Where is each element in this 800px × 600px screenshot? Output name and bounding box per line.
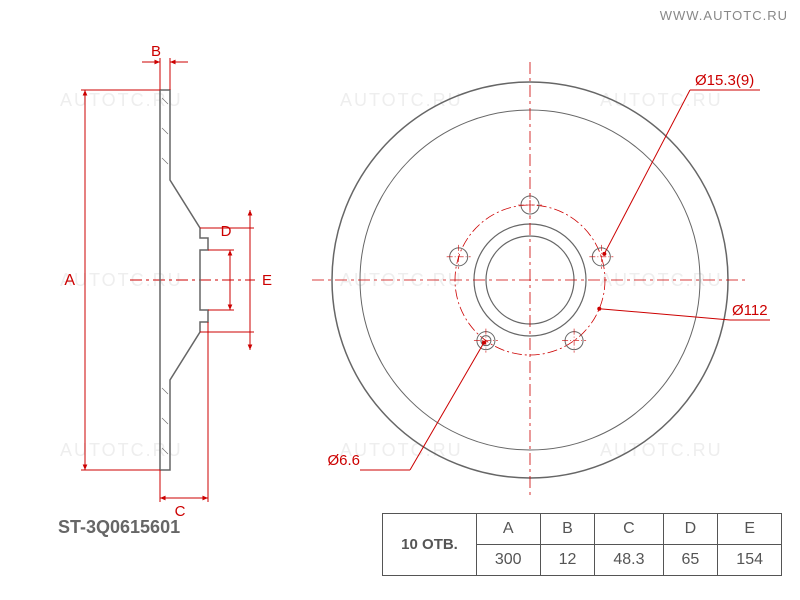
val-d: 65 bbox=[663, 545, 718, 576]
svg-text:A: A bbox=[64, 272, 75, 289]
val-b: 12 bbox=[540, 545, 595, 576]
col-e: E bbox=[718, 514, 782, 545]
part-number: ST-3Q0615601 bbox=[58, 517, 180, 538]
technical-drawing: ABCDE Ø15.3(9)Ø112Ø6.6 bbox=[0, 0, 800, 600]
table-header-row: 10 ОТВ. A B C D E bbox=[383, 514, 782, 545]
col-d: D bbox=[663, 514, 718, 545]
val-e: 154 bbox=[718, 545, 782, 576]
svg-text:E: E bbox=[262, 272, 272, 289]
spec-table: 10 ОТВ. A B C D E 300 12 48.3 65 154 bbox=[382, 513, 782, 576]
svg-text:D: D bbox=[221, 223, 232, 240]
col-c: C bbox=[595, 514, 663, 545]
col-a: A bbox=[476, 514, 540, 545]
svg-text:Ø15.3(9): Ø15.3(9) bbox=[695, 72, 754, 89]
col-b: B bbox=[540, 514, 595, 545]
holes-label: 10 ОТВ. bbox=[401, 536, 458, 553]
svg-text:B: B bbox=[151, 43, 161, 60]
val-a: 300 bbox=[476, 545, 540, 576]
val-c: 48.3 bbox=[595, 545, 663, 576]
holes-count-cell: 10 ОТВ. bbox=[383, 514, 477, 576]
svg-text:Ø112: Ø112 bbox=[732, 302, 768, 319]
svg-text:Ø6.6: Ø6.6 bbox=[327, 452, 360, 469]
